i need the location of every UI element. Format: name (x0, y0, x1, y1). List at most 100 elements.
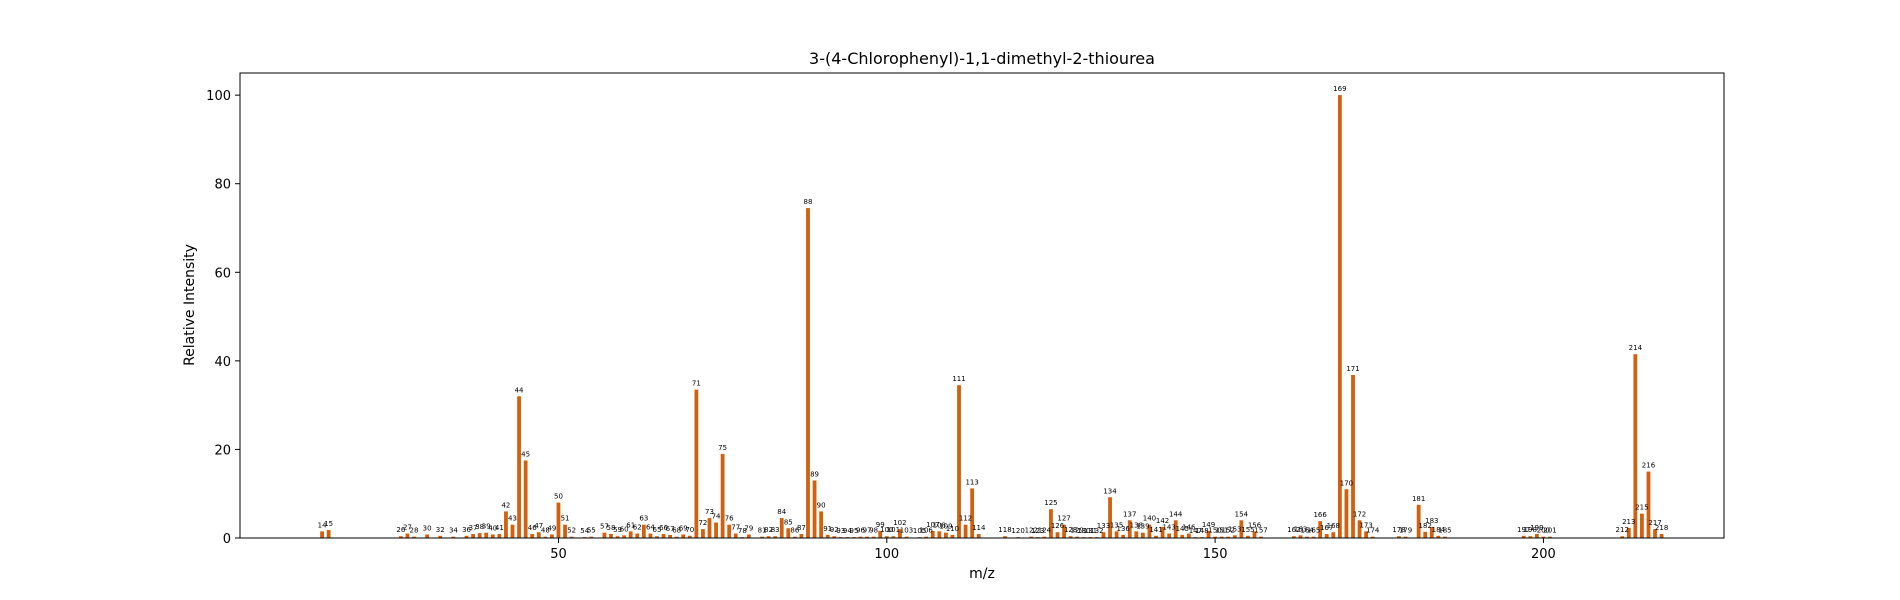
peak-label-47: 47 (534, 522, 543, 530)
peak-bar-109 (943, 532, 948, 538)
peak-label-138: 138 (1130, 521, 1143, 529)
peak-label-67: 67 (666, 525, 675, 533)
peak-label-199: 199 (1530, 524, 1543, 532)
peak-bar-179 (1403, 536, 1408, 538)
peak-label-172: 172 (1353, 510, 1366, 518)
peak-label-52: 52 (567, 527, 576, 535)
peak-bar-152 (1226, 536, 1231, 538)
peak-label-201: 201 (1543, 527, 1556, 535)
peak-bar-36 (464, 535, 469, 538)
peak-bar-68 (674, 536, 679, 538)
peak-label-76: 76 (725, 515, 734, 523)
peak-bar-42 (504, 511, 508, 538)
peak-bar-138 (1134, 531, 1139, 538)
peak-label-134: 134 (1103, 487, 1117, 495)
peak-label-164: 164 (1300, 527, 1314, 535)
peak-label-58: 58 (607, 524, 616, 532)
peak-label-135: 135 (1110, 521, 1123, 529)
peak-bar-143 (1167, 533, 1172, 538)
peak-label-74: 74 (712, 513, 721, 521)
peak-label-142: 142 (1156, 517, 1169, 525)
peak-label-136: 136 (1116, 525, 1130, 533)
peak-label-139: 139 (1136, 523, 1149, 531)
peak-label-200: 200 (1537, 527, 1550, 535)
peak-label-120: 120 (1011, 527, 1024, 535)
peak-bar-55 (589, 536, 594, 538)
peak-label-217: 217 (1648, 519, 1661, 527)
peak-label-90: 90 (817, 501, 826, 509)
peak-label-81: 81 (758, 527, 767, 535)
peak-label-38: 38 (475, 523, 484, 531)
peak-label-107: 107 (926, 521, 939, 529)
peak-label-216: 216 (1642, 462, 1656, 470)
peak-bar-83 (773, 536, 778, 538)
peak-label-46: 46 (528, 524, 537, 532)
peak-bar-126 (1055, 532, 1060, 538)
peak-label-88: 88 (804, 198, 813, 206)
peak-bar-172 (1357, 520, 1362, 538)
peak-bar-127 (1062, 524, 1066, 538)
peak-label-150: 150 (1208, 527, 1221, 535)
peak-bar-46 (530, 534, 535, 538)
peak-label-68: 68 (672, 527, 681, 535)
peak-bar-60 (622, 535, 627, 538)
peak-label-60: 60 (620, 525, 629, 533)
peak-bar-133 (1101, 532, 1106, 538)
peak-bar-168 (1331, 532, 1336, 538)
peak-label-156: 156 (1248, 521, 1262, 529)
peak-bar-108 (937, 531, 942, 538)
peak-label-173: 173 (1359, 521, 1372, 529)
peak-label-102: 102 (893, 519, 906, 527)
peak-bar-27 (405, 533, 410, 538)
peak-label-170: 170 (1340, 479, 1353, 487)
peak-bar-85 (786, 528, 791, 538)
peak-bar-40 (490, 534, 495, 538)
peak-label-157: 157 (1254, 527, 1267, 535)
x-tick-label: 150 (1203, 547, 1228, 562)
peak-label-97: 97 (863, 527, 872, 535)
peak-bar-139 (1140, 532, 1145, 538)
peak-bar-214 (1633, 354, 1638, 538)
peak-label-128: 128 (1064, 526, 1077, 534)
peak-bar-106 (924, 536, 929, 538)
peak-label-127: 127 (1057, 515, 1070, 523)
peak-bar-71 (694, 389, 699, 538)
peak-bar-185 (1443, 536, 1447, 538)
peak-bar-50 (556, 502, 561, 538)
peak-label-122: 122 (1025, 527, 1038, 535)
peak-label-144: 144 (1169, 510, 1183, 518)
peak-bar-79 (746, 534, 751, 538)
peak-label-143: 143 (1162, 524, 1175, 532)
peak-label-198: 198 (1524, 526, 1537, 534)
peak-bar-98 (871, 536, 876, 538)
peak-bar-43 (510, 524, 515, 538)
peak-bar-141 (1154, 535, 1158, 538)
peak-label-146: 146 (1182, 524, 1196, 532)
peak-bar-45 (523, 460, 528, 538)
y-tick-label: 60 (214, 266, 231, 281)
peak-label-50: 50 (554, 493, 563, 501)
peak-label-169: 169 (1333, 85, 1346, 93)
peak-bar-112 (963, 524, 968, 538)
peak-label-42: 42 (501, 501, 510, 509)
peak-bar-137 (1127, 520, 1132, 538)
peak-label-181: 181 (1412, 495, 1425, 503)
peak-label-151: 151 (1215, 527, 1228, 535)
peak-bar-134 (1108, 497, 1112, 538)
peak-label-148: 148 (1195, 527, 1208, 535)
peak-label-145: 145 (1176, 525, 1189, 533)
peak-bar-167 (1324, 534, 1329, 538)
peak-bar-197 (1521, 535, 1526, 538)
peak-bar-173 (1364, 531, 1369, 538)
peak-bar-88 (806, 208, 810, 538)
peak-label-57: 57 (600, 523, 609, 531)
peak-label-41: 41 (495, 524, 504, 532)
peak-label-39: 39 (482, 523, 491, 531)
peak-label-30: 30 (423, 524, 432, 532)
peak-label-82: 82 (764, 526, 773, 534)
peak-bar-113 (970, 488, 975, 538)
peak-bar-62 (635, 533, 640, 538)
peak-bar-61 (628, 531, 633, 538)
